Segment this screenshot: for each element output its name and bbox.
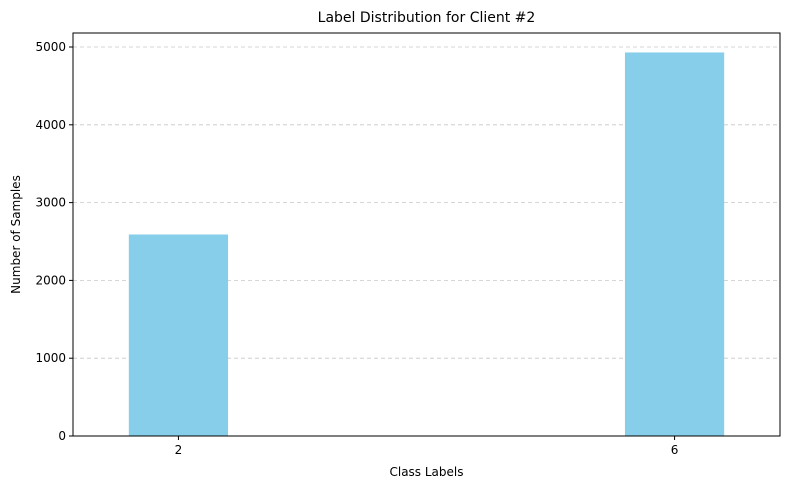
- y-tick-label: 4000: [35, 118, 66, 132]
- y-axis-ticks: 0 1000 2000 3000 4000 5000: [35, 40, 73, 443]
- bar-class-6: [624, 52, 725, 437]
- y-tick-label: 0: [58, 429, 66, 443]
- plot-frame: [72, 32, 781, 437]
- bars: [128, 52, 725, 437]
- y-axis-label: Number of Samples: [9, 175, 23, 294]
- x-axis-label: Class Labels: [389, 465, 463, 479]
- y-tick-label: 1000: [35, 351, 66, 365]
- y-tick-label: 3000: [35, 196, 66, 210]
- y-tick-label: 5000: [35, 40, 66, 54]
- x-tick-label: 6: [671, 443, 679, 457]
- y-tick-label: 2000: [35, 273, 66, 287]
- bar-class-2: [128, 234, 229, 436]
- chart-title: Label Distribution for Client #2: [318, 10, 536, 26]
- x-tick-label: 2: [175, 443, 183, 457]
